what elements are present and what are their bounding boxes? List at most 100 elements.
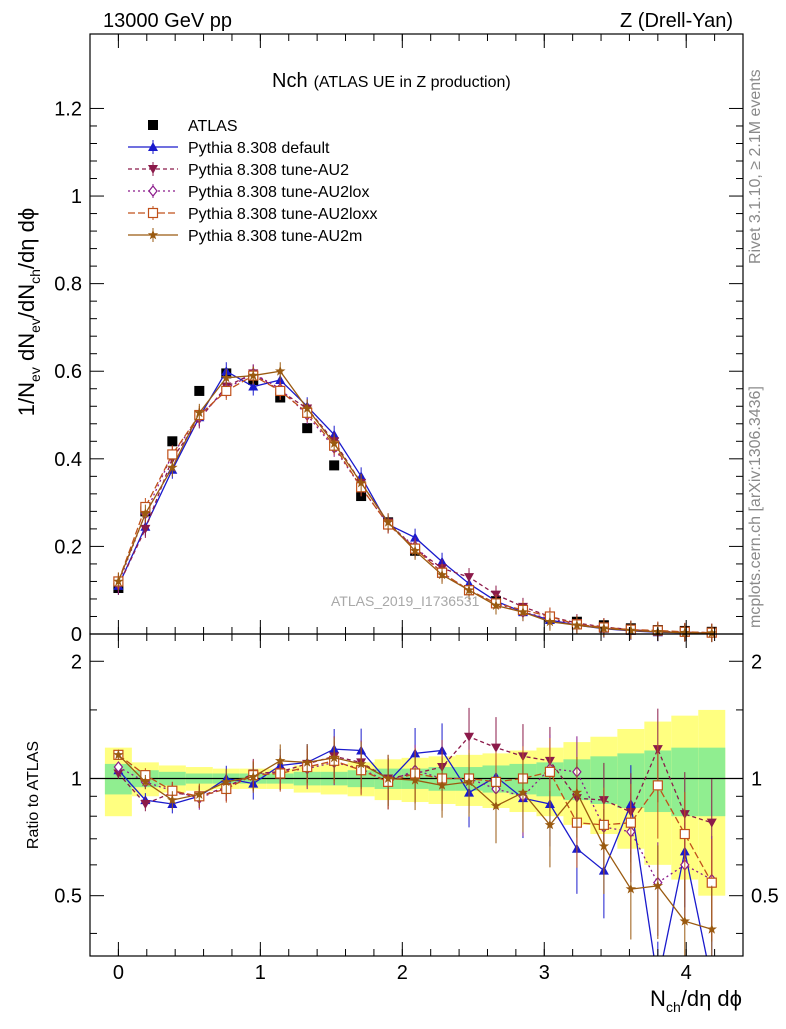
legend-label: Pythia 8.308 tune-AU2loxx: [188, 206, 377, 223]
data-point: [382, 516, 394, 527]
legend-marker: [147, 207, 159, 219]
y-tick-label: 0: [71, 624, 82, 646]
x-tick-label: 3: [539, 962, 550, 984]
ratio-y-tick-label: 1: [71, 768, 82, 790]
ratio-point: [652, 780, 663, 791]
lower-y-axis-title: Ratio to ATLAS: [25, 741, 42, 849]
data-point: [328, 438, 340, 448]
ratio-y-tick-label-right: 1: [751, 768, 762, 790]
data-point: [140, 524, 151, 534]
data-point: [409, 545, 421, 556]
ratio-line-3: [118, 754, 713, 884]
ratio-point: [463, 776, 475, 787]
data-point: [221, 372, 232, 383]
data-point: [194, 407, 205, 418]
subtitle-text: (ATLAS UE in Z production): [314, 74, 511, 91]
ratio-point: [490, 800, 502, 811]
ratio-point: [140, 799, 151, 809]
ratio-point: [382, 773, 394, 783]
ratio-point: [490, 743, 501, 753]
legend-label: Pythia 8.308 tune-AU2m: [188, 228, 362, 245]
lower-plot-content: [113, 707, 717, 986]
upper-y-axis-title: 1/Nev dNev/dNch/dη dϕ: [14, 208, 43, 416]
ratio-point: [113, 769, 124, 779]
ratio-point: [571, 787, 583, 797]
y-tick-label: 0.4: [54, 449, 82, 471]
lower-axis-ticks: 0.5 0.5 1 1 2 2 0 1 2 3 4: [54, 634, 779, 984]
ratio-point: [707, 977, 717, 986]
ratio-point: [355, 758, 367, 769]
x-tick-label: 0: [113, 962, 124, 984]
data-point: [706, 627, 717, 638]
ratio-point: [679, 915, 690, 926]
data-point: [517, 606, 529, 617]
ratio-point: [653, 977, 663, 986]
ratio-point: [194, 788, 205, 799]
data-point: [625, 625, 637, 635]
data-point: [248, 381, 259, 391]
ratio-point: [113, 749, 124, 760]
y-tick-label: 1.2: [54, 98, 82, 120]
ratio-point: [248, 771, 259, 782]
analysis-watermark: ATLAS_2019_I1736531: [331, 593, 480, 609]
data-point: [436, 569, 448, 580]
data-point: [113, 575, 124, 586]
ratio-point: [140, 776, 151, 787]
legend-marker: [148, 120, 158, 130]
side-label-upper: Rivet 3.1.10, ≥ 2.1M events: [747, 69, 764, 264]
upper-plot-content: [113, 362, 717, 643]
ratio-point: [436, 779, 448, 790]
x-axis-title: Nch/dη dϕ: [650, 986, 742, 1015]
data-point: [221, 385, 232, 397]
data-point: [302, 423, 313, 434]
ratio-point: [544, 766, 556, 777]
ratio-y-tick-label-right: 0.5: [751, 886, 779, 908]
lower-panel: 0.5 0.5 1 1 2 2 0 1 2 3 4 Ratio to ATLAS Nch/dη dϕ: [25, 633, 779, 1015]
legend: ATLAS Pythia 8.308 default Pythia 8.308 tu…: [128, 118, 377, 245]
lower-frame: [89, 633, 744, 957]
y-tick-label: 0.2: [54, 536, 82, 558]
ratio-point: [706, 923, 717, 934]
upper-axis-ticks: 0 0.2 0.4 0.6 0.8 1 1.2: [54, 34, 744, 646]
series-5: [113, 362, 717, 643]
data-point: [490, 600, 502, 610]
ratio-point: [679, 828, 690, 840]
data-point: [275, 385, 286, 397]
x-tick-label: 2: [397, 962, 408, 984]
legend-marker: [148, 142, 158, 151]
legend-label: Pythia 8.308 tune-AU2lox: [188, 184, 369, 201]
data-point: [410, 532, 421, 542]
ratio-y-tick-label: 0.5: [54, 886, 82, 908]
ratio-point: [464, 732, 475, 742]
side-label-lower: mcplots.cern.ch [arXiv:1306.3436]: [747, 386, 764, 628]
ratio-series-group: [113, 707, 717, 986]
data-point: [275, 365, 286, 376]
ratio-point: [544, 819, 556, 830]
data-point: [167, 436, 178, 447]
ratio-series-4: [113, 737, 717, 956]
data-point: [571, 619, 583, 630]
upper-panel: Nch (ATLAS UE in Z production) ATLAS_2019…: [14, 33, 744, 646]
ratio-point: [409, 774, 421, 785]
data-point: [194, 385, 205, 396]
data-point: [248, 370, 259, 381]
ratio-point: [302, 756, 313, 767]
ratio-y-tick-label-right: 2: [751, 651, 762, 673]
y-tick-label: 0.8: [54, 274, 82, 296]
legend-marker: [148, 165, 158, 174]
data-point: [463, 584, 475, 595]
data-point: [679, 627, 690, 638]
header-right: Z (Drell-Yan): [620, 10, 733, 32]
ratio-point: [113, 761, 124, 773]
data-point: [464, 573, 475, 583]
ratio-point: [167, 794, 178, 805]
ratio-y-tick-label: 2: [71, 651, 82, 673]
data-point: [355, 477, 367, 488]
legend-marker: [147, 229, 159, 240]
ratio-point: [517, 787, 529, 797]
ratio-point: [706, 818, 717, 828]
data-point: [544, 616, 556, 627]
data-point: [140, 508, 151, 518]
legend-label: Pythia 8.308 default: [188, 140, 330, 157]
